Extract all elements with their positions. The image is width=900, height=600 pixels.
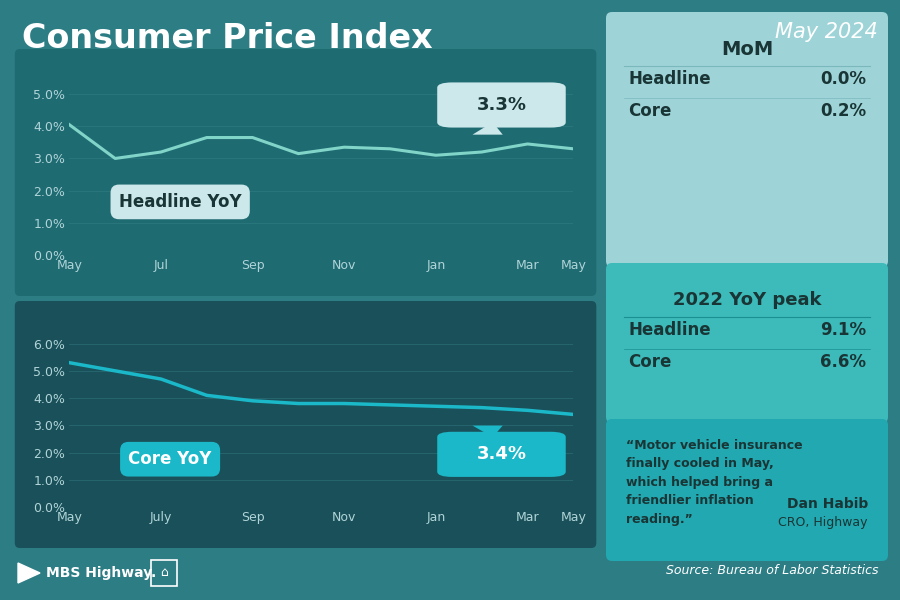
Text: 0.0%: 0.0% xyxy=(820,70,866,88)
Text: Core: Core xyxy=(628,353,671,371)
Text: Headline: Headline xyxy=(628,321,711,339)
Text: 3.4%: 3.4% xyxy=(477,445,526,463)
Text: 2022 YoY peak: 2022 YoY peak xyxy=(673,291,821,309)
Text: ⌂: ⌂ xyxy=(160,566,168,580)
Text: “Motor vehicle insurance
finally cooled in May,
which helped bring a
friendlier : “Motor vehicle insurance finally cooled … xyxy=(626,439,803,526)
Text: Headline: Headline xyxy=(628,70,711,88)
FancyBboxPatch shape xyxy=(14,301,597,548)
Text: Source: Bureau of Labor Statistics: Source: Bureau of Labor Statistics xyxy=(665,564,878,577)
FancyBboxPatch shape xyxy=(437,82,566,128)
Text: 6.6%: 6.6% xyxy=(820,353,866,371)
FancyBboxPatch shape xyxy=(14,49,597,296)
Text: 0.2%: 0.2% xyxy=(820,102,866,120)
Text: MoM: MoM xyxy=(721,40,773,59)
FancyBboxPatch shape xyxy=(606,12,888,267)
Text: Core: Core xyxy=(628,102,671,120)
Text: 9.1%: 9.1% xyxy=(820,321,866,339)
Text: Headline YoY: Headline YoY xyxy=(119,193,241,211)
FancyBboxPatch shape xyxy=(606,263,888,423)
Polygon shape xyxy=(18,563,40,583)
FancyBboxPatch shape xyxy=(437,432,566,477)
Text: Core YoY: Core YoY xyxy=(129,450,212,468)
Polygon shape xyxy=(472,122,503,134)
Text: May 2024: May 2024 xyxy=(775,22,878,42)
Polygon shape xyxy=(472,425,503,437)
Text: 3.3%: 3.3% xyxy=(477,96,526,114)
Text: Consumer Price Index: Consumer Price Index xyxy=(22,22,433,55)
Text: MBS Highway.: MBS Highway. xyxy=(46,566,157,580)
Text: Dan Habib: Dan Habib xyxy=(787,497,868,511)
FancyBboxPatch shape xyxy=(606,419,888,561)
Text: CRO, Highway: CRO, Highway xyxy=(778,516,868,529)
